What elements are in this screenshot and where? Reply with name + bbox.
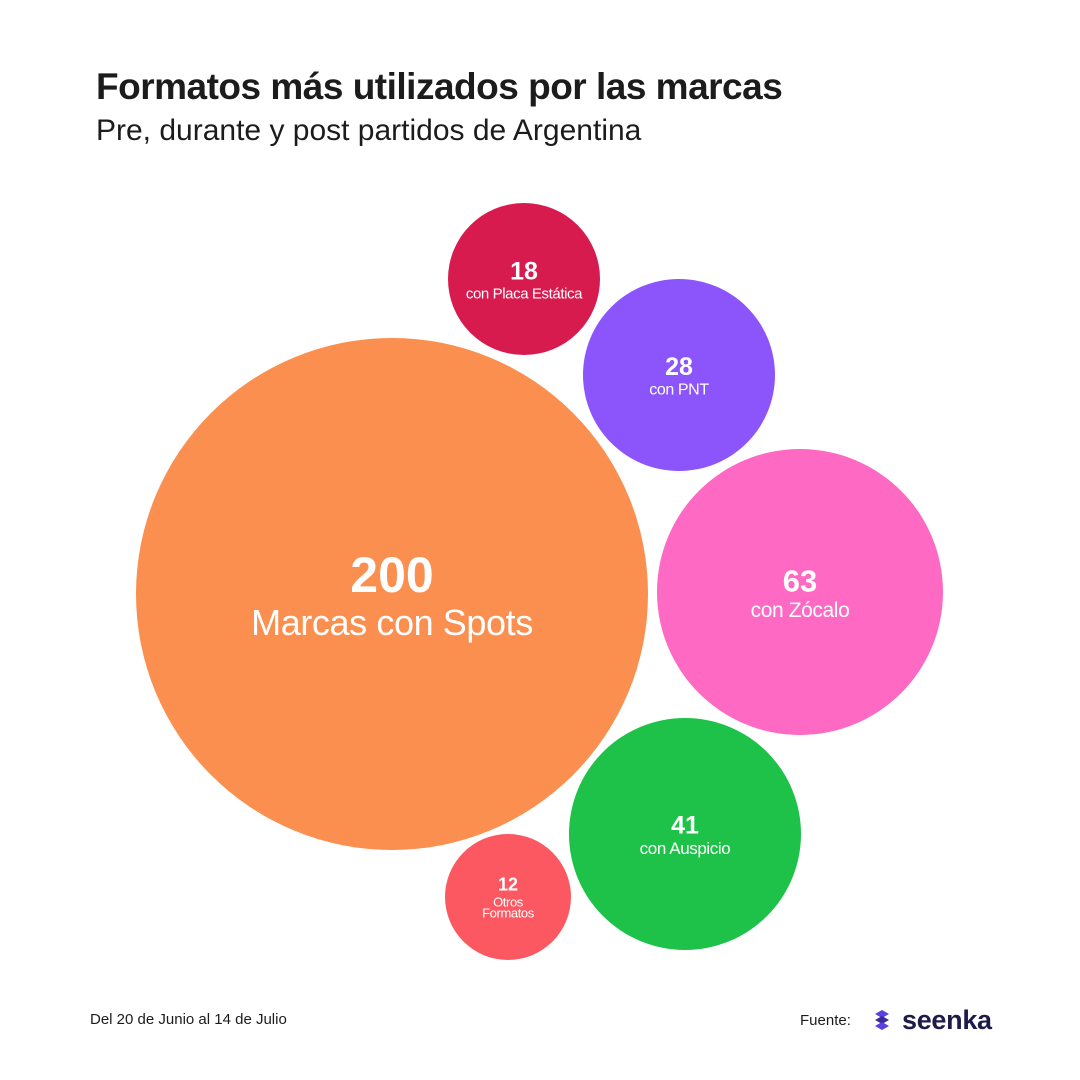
seenka-logo: seenka [870, 1004, 992, 1036]
bubble-label-pnt: con PNT [649, 382, 709, 399]
bubble-circle-otros [445, 834, 571, 960]
bubble-value-zocalo: 63 [783, 563, 817, 598]
seenka-logo-icon [875, 1010, 889, 1030]
bubble-value-pnt: 28 [665, 353, 693, 381]
bubble-value-spots: 200 [350, 547, 433, 603]
bubble-label-otros: Otros [493, 894, 524, 909]
chart-title: Formatos más utilizados por las marcas [96, 66, 783, 107]
bubble-circle-pnt [583, 279, 775, 471]
bubble-label-placa: con Placa Estática [466, 285, 583, 302]
chart-subtitle: Pre, durante y post partidos de Argentin… [96, 114, 642, 147]
bubble-label-spots: Marcas con Spots [251, 602, 533, 643]
bubble-value-placa: 18 [510, 257, 538, 285]
bubble-circle-placa [448, 203, 600, 355]
bubble-circle-spots [136, 338, 648, 850]
seenka-logo-text: seenka [902, 1005, 992, 1035]
date-range: Del 20 de Junio al 14 de Julio [90, 1011, 287, 1028]
bubble-value-otros: 12 [498, 875, 518, 895]
bubble-value-auspicio: 41 [671, 811, 699, 839]
bubble-label-zocalo: con Zócalo [751, 599, 850, 622]
source-label: Fuente: [800, 1012, 851, 1029]
bubble-label-otros: Formatos [482, 905, 535, 920]
bubble-circle-auspicio [569, 718, 801, 950]
bubble-circle-zocalo [657, 449, 943, 735]
bubble-label-auspicio: con Auspicio [640, 839, 731, 858]
